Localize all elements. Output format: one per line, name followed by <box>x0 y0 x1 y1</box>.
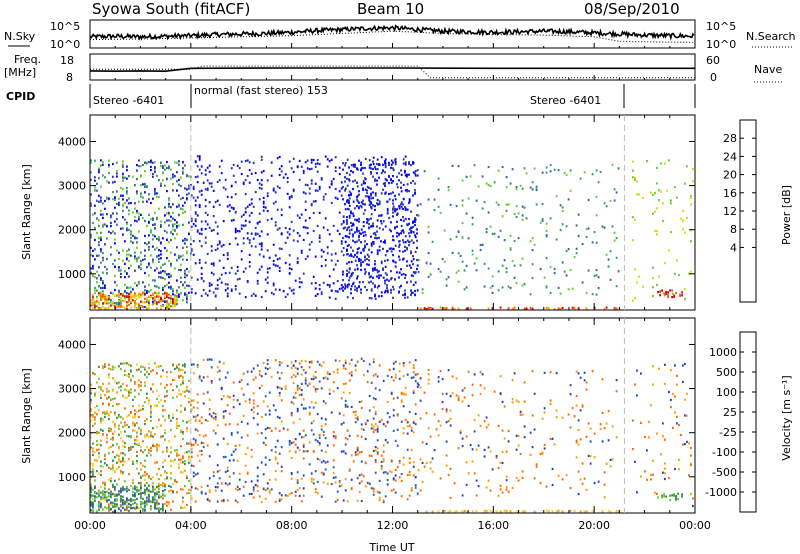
vel-cbar-tick-1: 1000 <box>709 346 737 359</box>
velocity-ytick-2000: 2000 <box>58 427 86 440</box>
power-echo-region-2 <box>90 291 178 311</box>
power-echo-region-4 <box>342 159 418 300</box>
vel-cbar-tick-2: 500 <box>716 366 737 379</box>
power-panel: 1000 2000 3000 4000 Slant Range [km] <box>20 114 696 311</box>
noise-left-tick-bottom: 10^0 <box>50 38 80 51</box>
power-echo-region-5 <box>417 163 620 296</box>
power-cbar-tick-3: 20 <box>723 169 737 182</box>
noise-series-sky <box>89 24 695 41</box>
cpid-segment-3: Stereo -6401 <box>530 94 601 107</box>
power-cbar-tick-2: 24 <box>723 150 737 163</box>
beam-title: Beam 10 <box>357 0 424 18</box>
date-title: 08/Sep/2010 <box>584 0 680 18</box>
time-xlabel: Time UT <box>368 541 414 554</box>
power-ytick-1000: 1000 <box>58 268 86 281</box>
velocity-echo-region-7 <box>657 492 683 502</box>
velocity-ytick-1000: 1000 <box>58 471 86 484</box>
freq-left-tick-bottom: 8 <box>66 71 73 84</box>
xtick-4: 16:00 <box>477 519 509 532</box>
noise-search-label: N.Search <box>746 30 796 43</box>
xtick-2: 08:00 <box>276 519 308 532</box>
vel-cbar-tick-8: -1000 <box>705 486 737 499</box>
power-cbar-tick-6: 8 <box>730 223 737 236</box>
cpid-segment-2: normal (fast stereo) 153 <box>194 84 328 97</box>
station-title: Syowa South (fitACF) <box>92 0 250 18</box>
noise-panel: N.Sky 10^5 10^0 10^5 10^0 N.Search <box>4 19 796 51</box>
power-ytick-3000: 3000 <box>58 180 86 193</box>
velocity-ytick-3000: 3000 <box>58 383 86 396</box>
nave-series <box>90 65 695 79</box>
power-ylabel: Slant Range [km] <box>20 164 33 260</box>
power-cbar-tick-7: 4 <box>730 241 737 254</box>
vel-cbar-tick-5: -25 <box>719 426 737 439</box>
power-echo-region-8 <box>657 289 683 299</box>
noise-right-tick-top: 10^5 <box>706 20 736 33</box>
power-cbar-tick-1: 28 <box>723 132 737 145</box>
noise-series-search <box>90 30 693 43</box>
power-cbar-tick-5: 12 <box>723 205 737 218</box>
velocity-panel: 1000 2000 3000 4000 00:00 04:00 08:00 12:00 16:0… <box>20 317 711 554</box>
power-echo-region-7 <box>632 159 694 302</box>
velocity-colorbar: 1000 500 100 25 -25 -100 -500 -1000 <box>705 331 757 513</box>
noise-sky-label: N.Sky <box>4 30 36 43</box>
freq-unit-label: [MHz] <box>4 66 36 79</box>
cpid-label: CPID <box>6 90 35 103</box>
power-ytick-4000: 4000 <box>58 135 86 148</box>
power-colorbar: 28 24 20 16 12 8 4 <box>723 119 757 303</box>
velocity-echo-region-3 <box>190 357 419 504</box>
cpid-row: CPID Stereo -6401 normal (fast stereo) 1… <box>6 84 696 108</box>
power-cbar-tick-4: 16 <box>723 187 737 200</box>
velocity-echo-region-1 <box>90 362 192 512</box>
vel-cbar-tick-6: -100 <box>712 446 737 459</box>
power-colorbar-label: Power [dB] <box>780 185 793 245</box>
velocity-echo-region-6 <box>632 362 694 508</box>
vel-cbar-tick-4: 25 <box>723 406 737 419</box>
nave-label: Nave <box>754 63 782 76</box>
xtick-0: 00:00 <box>74 519 106 532</box>
cpid-segment-1: Stereo -6401 <box>93 94 164 107</box>
velocity-ytick-4000: 4000 <box>58 338 86 351</box>
frequency-panel: Freq. [MHz] 18 8 60 0 Nave <box>4 53 782 84</box>
xtick-3: 12:00 <box>377 519 409 532</box>
freq-left-tick-top: 18 <box>60 54 74 67</box>
noise-right-tick-bottom: 10^0 <box>706 38 736 51</box>
velocity-ylabel: Slant Range [km] <box>20 368 33 464</box>
xtick-1: 04:00 <box>175 519 207 532</box>
velocity-echo-region-2 <box>90 485 166 514</box>
xtick-5: 20:00 <box>578 519 610 532</box>
freq-series <box>89 67 695 73</box>
power-echo-region-1 <box>90 159 192 309</box>
velocity-echo-region-4 <box>417 368 618 499</box>
velocity-echo-region-5 <box>425 509 620 514</box>
velocity-colorbar-label: Velocity [m s⁻¹] <box>780 375 793 460</box>
noise-left-tick-top: 10^5 <box>50 20 80 33</box>
freq-right-tick-top: 60 <box>706 54 720 67</box>
xtick-6: 00:00 <box>679 519 711 532</box>
power-echo-region-6 <box>419 306 618 311</box>
freq-label: Freq. <box>14 53 41 66</box>
freq-right-tick-bottom: 0 <box>710 71 717 84</box>
vel-cbar-tick-3: 100 <box>716 386 737 399</box>
vel-cbar-tick-7: -500 <box>712 466 737 479</box>
power-ytick-2000: 2000 <box>58 224 86 237</box>
power-echo-region-3 <box>190 155 419 300</box>
